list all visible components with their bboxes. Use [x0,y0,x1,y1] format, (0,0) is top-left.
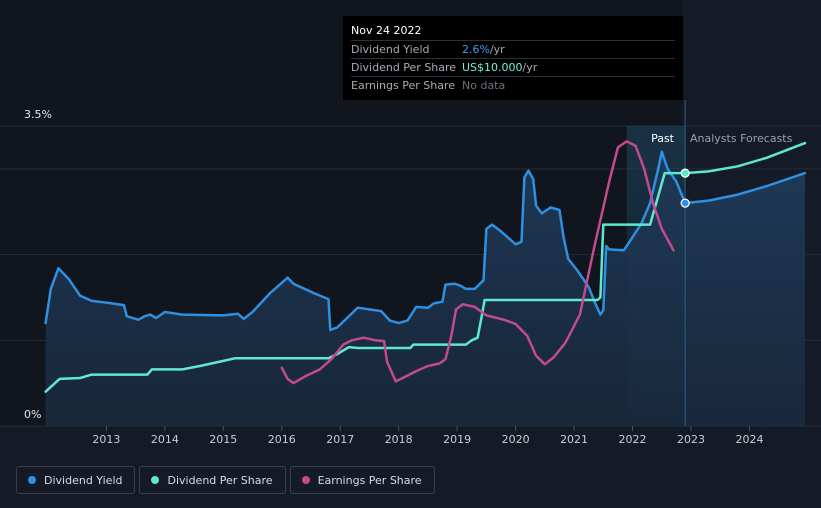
tooltip-value: No data [462,79,506,92]
dividend-per-share-marker [680,168,690,178]
legend-label: Dividend Yield [44,473,123,487]
x-tick-label: 2022 [619,433,647,446]
legend-dot-icon [28,476,36,484]
legend-label: Earnings Per Share [317,473,422,487]
dividend-yield-area [45,151,686,426]
tooltip-label: Dividend Per Share [351,61,457,74]
x-tick-label: 2021 [560,433,588,446]
dividend-yield-forecast-line [683,171,807,205]
x-tick-label: 2020 [502,433,530,446]
areas-layer [45,151,805,426]
tooltip-label: Dividend Yield [351,43,430,56]
legend-label: Dividend Per Share [167,473,273,487]
x-tick-label: 2024 [735,433,763,446]
tooltip-value: US$10.000 [462,61,523,74]
dividend-yield-line [44,150,687,332]
tooltip-unit: /yr [489,43,505,56]
tooltip-row-earnings-per-share: Earnings Per Share No data [351,77,675,94]
markers-layer [680,168,690,208]
legend-item-dividend-yield[interactable]: Dividend Yield [16,466,136,494]
legend-item-earnings-per-share[interactable]: Earnings Per Share [289,466,435,494]
dividend-yield-forecast-area [685,173,805,426]
x-tick-label: 2018 [385,433,413,446]
legend-item-dividend-per-share[interactable]: Dividend Per Share [139,466,286,494]
legend-dot-icon [301,476,310,484]
x-tick-label: 2019 [443,433,471,446]
tooltip: Nov 24 2022 Dividend Yield 2.6% /yr Divi… [343,16,683,100]
tooltip-label: Earnings Per Share [351,79,456,92]
x-tick-label: 2016 [268,433,296,446]
x-tick-label: 2014 [151,433,179,446]
y-axis-top-label: 3.5% [24,108,52,121]
tooltip-unit: /yr [522,61,538,74]
tooltip-row-dividend-yield: Dividend Yield 2.6% /yr [351,41,675,59]
lines-layer [44,140,807,393]
tooltip-date: Nov 24 2022 [351,22,675,41]
dividend-per-share-forecast-line [683,141,807,175]
past-label: Past [651,132,675,145]
tooltip-row-dividend-per-share: Dividend Per Share US$10.000 /yr [351,59,675,77]
legend: Dividend Yield Dividend Per Share Earnin… [16,466,435,494]
x-tick-label: 2013 [92,433,120,446]
y-axis-bottom-label: 0% [24,408,41,421]
dividend-yield-marker [680,198,690,208]
earnings-per-share-line [280,140,675,385]
x-tick-label: 2015 [209,433,237,446]
tooltip-value: 2.6% [462,43,490,56]
forecast-label: Analysts Forecasts [690,132,793,145]
legend-dot-icon [151,476,160,484]
dividend-per-share-line [44,171,687,393]
x-tick-label: 2023 [677,433,705,446]
x-tick-label: 2017 [326,433,354,446]
x-axis: 2013 2014 2015 2016 2017 2018 2019 2020 2021 2022… [92,426,763,446]
